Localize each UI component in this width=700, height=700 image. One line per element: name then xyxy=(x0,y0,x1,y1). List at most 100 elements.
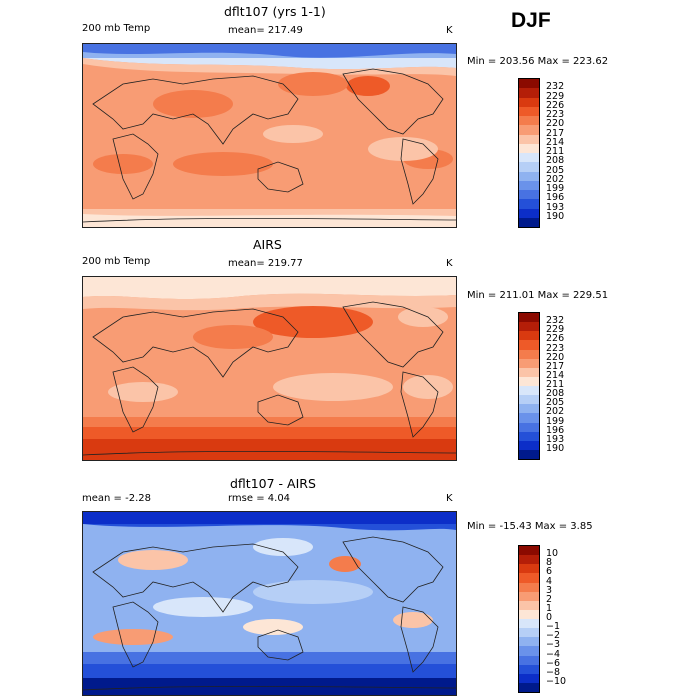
colorbar-tick-label: 229 xyxy=(546,324,565,336)
colorbar-tick-label: 190 xyxy=(546,210,565,222)
panel-3-minmax: Min = -15.43 Max = 3.85 xyxy=(467,521,593,532)
colorbar-swatch xyxy=(519,404,539,414)
colorbar-swatch xyxy=(519,600,539,610)
colorbar-swatch xyxy=(519,655,539,665)
colorbar-tick-label: 226 xyxy=(546,99,565,111)
colorbar-swatch xyxy=(519,440,539,450)
colorbar-swatch xyxy=(519,646,539,656)
colorbar-tick-label: −3 xyxy=(546,639,561,651)
panel-2-variable-label: 200 mb Temp xyxy=(82,256,151,267)
colorbar-swatch xyxy=(519,591,539,601)
colorbar-swatch xyxy=(519,413,539,423)
colorbar-tick-label: 208 xyxy=(546,388,565,400)
panel-3-map xyxy=(82,511,457,696)
season-label: DJF xyxy=(511,9,551,32)
colorbar-tick-label: −6 xyxy=(546,657,561,669)
colorbar-tick-label: −2 xyxy=(546,630,561,642)
colorbar-swatch xyxy=(519,322,539,332)
colorbar-swatch xyxy=(519,395,539,405)
colorbar-swatch xyxy=(519,582,539,592)
panel-1-colorbar xyxy=(518,78,540,228)
panel-3-rmse-label: rmse = 4.04 xyxy=(228,493,291,504)
colorbar-tick-label: 220 xyxy=(546,118,565,130)
colorbar-swatch xyxy=(519,376,539,386)
colorbar-swatch xyxy=(519,88,539,98)
colorbar-swatch xyxy=(519,564,539,574)
colorbar-tick-label: 214 xyxy=(546,136,565,148)
colorbar-tick-label: 199 xyxy=(546,415,565,427)
colorbar-swatch xyxy=(519,217,539,227)
colorbar-tick-label: 196 xyxy=(546,424,565,436)
colorbar-tick-label: 232 xyxy=(546,81,565,93)
colorbar-swatch xyxy=(519,79,539,89)
colorbar-tick-label: 223 xyxy=(546,342,565,354)
colorbar-swatch xyxy=(519,637,539,647)
colorbar-tick-label: 3 xyxy=(546,584,553,596)
colorbar-swatch xyxy=(519,386,539,396)
colorbar-swatch xyxy=(519,143,539,153)
colorbar-tick-label: −1 xyxy=(546,621,561,633)
colorbar-swatch xyxy=(519,609,539,619)
panel-3-colorbar xyxy=(518,545,540,693)
colorbar-tick-label: −4 xyxy=(546,648,561,660)
panel-2-mean-label: mean= 219.77 xyxy=(228,258,303,269)
colorbar-swatch xyxy=(519,431,539,441)
colorbar-tick-label: 220 xyxy=(546,351,565,363)
colorbar-tick-label: 4 xyxy=(546,575,553,587)
colorbar-swatch xyxy=(519,153,539,163)
panel-1-map xyxy=(82,43,457,228)
colorbar-swatch xyxy=(519,682,539,692)
colorbar-tick-label: 208 xyxy=(546,155,565,167)
colorbar-swatch xyxy=(519,449,539,459)
colorbar-tick-label: 1 xyxy=(546,602,553,614)
panel-1-minmax: Min = 203.56 Max = 223.62 xyxy=(467,56,609,67)
panel-1-title: dflt107 (yrs 1-1) xyxy=(224,4,326,19)
colorbar-tick-label: 205 xyxy=(546,397,565,409)
colorbar-swatch xyxy=(519,125,539,135)
colorbar-swatch xyxy=(519,97,539,107)
colorbar-tick-label: 214 xyxy=(546,369,565,381)
colorbar-tick-label: 232 xyxy=(546,315,565,327)
colorbar-swatch xyxy=(519,422,539,432)
colorbar-swatch xyxy=(519,134,539,144)
colorbar-tick-label: 205 xyxy=(546,164,565,176)
colorbar-tick-label: 193 xyxy=(546,433,565,445)
colorbar-tick-label: 199 xyxy=(546,183,565,194)
colorbar-tick-label: 211 xyxy=(546,379,565,390)
colorbar-swatch xyxy=(519,664,539,674)
colorbar-tick-label: 8 xyxy=(546,557,553,569)
panel-1-mean-label: mean= 217.49 xyxy=(228,25,303,36)
colorbar-swatch xyxy=(519,208,539,218)
colorbar-tick-label: 217 xyxy=(546,360,565,372)
colorbar-swatch xyxy=(519,190,539,200)
colorbar-swatch xyxy=(519,619,539,629)
colorbar-tick-label: 202 xyxy=(546,173,565,185)
panel-3-title: dflt107 - AIRS xyxy=(230,476,316,491)
panel-3-colorbar-labels: 10 8 6 4 3 2 1 0 −1 −2 −3 −4 −6 −8 −10 xyxy=(546,545,586,693)
colorbar-swatch xyxy=(519,106,539,116)
colorbar-tick-label: 211 xyxy=(546,146,565,157)
panel-2-minmax: Min = 211.01 Max = 229.51 xyxy=(467,290,609,301)
colorbar-swatch xyxy=(519,340,539,350)
colorbar-tick-label: 193 xyxy=(546,201,565,213)
colorbar-swatch xyxy=(519,171,539,181)
colorbar-swatch xyxy=(519,546,539,556)
colorbar-swatch xyxy=(519,573,539,583)
colorbar-swatch xyxy=(519,628,539,638)
colorbar-swatch xyxy=(519,367,539,377)
panel-1-variable-label: 200 mb Temp xyxy=(82,23,151,34)
colorbar-tick-label: 10 xyxy=(546,548,559,560)
colorbar-swatch xyxy=(519,358,539,368)
colorbar-tick-label: 6 xyxy=(546,566,553,578)
colorbar-tick-label: 0 xyxy=(546,612,553,623)
colorbar-tick-label: 2 xyxy=(546,593,553,605)
colorbar-swatch xyxy=(519,349,539,359)
colorbar-tick-label: 223 xyxy=(546,109,565,120)
colorbar-tick-label: 196 xyxy=(546,192,565,204)
panel-2-unit-label: K xyxy=(446,258,453,269)
colorbar-swatch xyxy=(519,199,539,209)
colorbar-swatch xyxy=(519,313,539,323)
colorbar-tick-label: −10 xyxy=(546,675,567,687)
panel-3-mean-label: mean = -2.28 xyxy=(82,493,151,504)
colorbar-swatch xyxy=(519,180,539,190)
